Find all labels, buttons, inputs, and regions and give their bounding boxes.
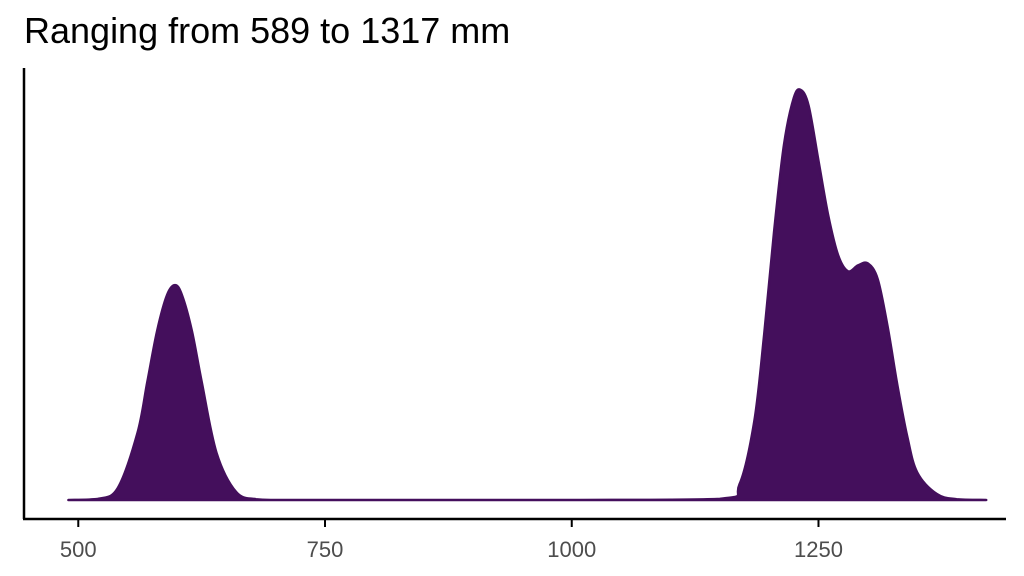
- x-tick-label: 1000: [547, 537, 596, 562]
- x-axis-ticks: 500 750 1000 1250: [60, 519, 843, 562]
- density-area: [67, 88, 988, 502]
- x-tick-label: 1250: [794, 537, 843, 562]
- x-tick-label: 500: [60, 537, 97, 562]
- plot-marks: [67, 88, 988, 502]
- chart-title: Ranging from 589 to 1317 mm: [24, 10, 511, 51]
- x-tick-label: 750: [307, 537, 344, 562]
